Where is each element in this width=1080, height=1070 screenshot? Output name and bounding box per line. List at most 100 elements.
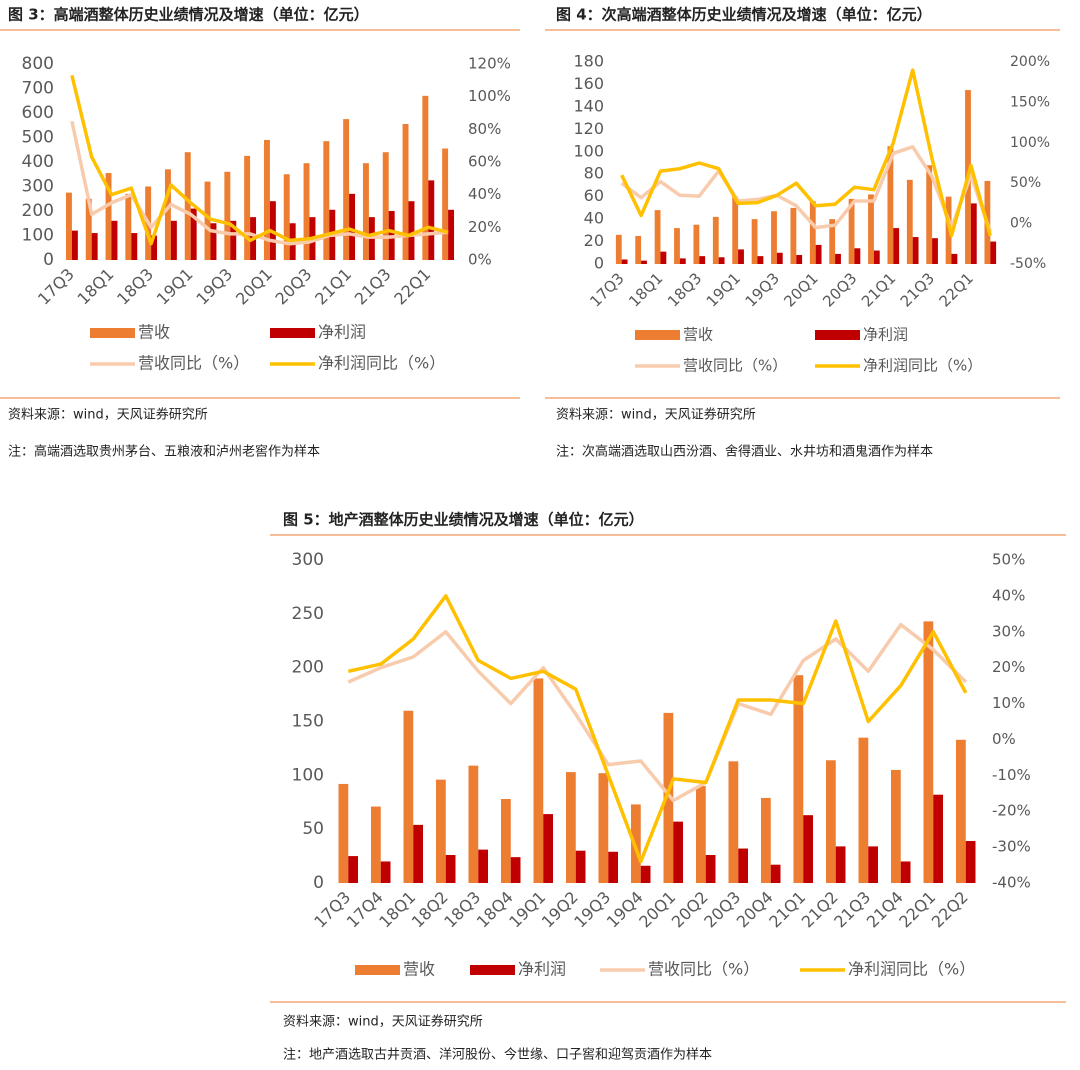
bar [501,799,511,883]
bar [933,794,943,883]
line [620,145,992,233]
bar [348,856,358,883]
legend-label: 营收 [138,323,170,342]
bar [965,841,976,883]
y-tick-label: 120 [573,119,604,138]
bar [970,203,977,264]
bar [338,783,349,883]
bar [829,219,836,264]
x-tick-label: 21Q3 [351,265,395,309]
bar [422,95,429,260]
bar [990,241,997,264]
bar [663,712,674,883]
y2-tick-label: -30% [992,838,1031,856]
bar [478,849,488,883]
bar [912,237,919,264]
y2-tick-label: 20% [468,218,501,236]
y2-tick-label: 10% [992,694,1025,712]
bar [65,192,72,260]
y2-tick-label: 100% [468,87,511,105]
bar [190,208,197,260]
legend-label: 净利润同比（%） [318,354,445,373]
bar [654,210,661,264]
bar [793,675,804,883]
legend-label: 营收 [403,960,435,979]
bar [621,259,628,264]
x-tick-label: 19Q3 [192,265,236,309]
bar [673,821,683,883]
bar [343,119,350,260]
bar [641,260,647,264]
x-tick-label: 18Q3 [664,269,705,310]
bar [854,248,861,264]
bar [445,855,456,883]
bar [428,180,435,260]
line [620,68,992,238]
x-tick-label: 17Q3 [586,269,627,310]
y-tick-label: 0 [43,250,54,270]
bar [598,773,609,883]
x-tick-label: 18Q1 [625,269,666,310]
bar [771,211,777,264]
y2-tick-label: 120% [468,55,511,73]
bar [751,219,758,264]
bar [151,235,158,260]
line [70,74,449,246]
note: 注：地产酒选取古井贡酒、洋河股份、今世缘、口子窖和迎驾贡酒作为样本 [283,1047,712,1063]
y-tick-label: 20 [584,231,604,250]
x-tick-label: 19Q3 [742,269,783,310]
chart-title: 图 3：高端酒整体历史业绩情况及增速（单位：亿元） [8,6,369,24]
bar [761,797,771,883]
bar [848,198,855,264]
bar [105,173,112,260]
x-tick-label: 21Q1 [311,265,355,309]
y-tick-label: 700 [22,79,54,99]
y2-tick-label: 80% [468,120,501,138]
bar [210,223,217,260]
x-tick-label: 22Q2 [928,888,972,932]
legend-label: 营收同比（%） [648,960,759,979]
x-tick-label: 18Q3 [440,888,484,932]
x-tick-label: 20Q1 [635,888,679,932]
y-tick-label: 100 [573,141,604,160]
bar [382,152,389,260]
bar [125,193,132,260]
bar [224,171,231,260]
y2-tick-label: -10% [992,766,1031,784]
legend-label: 营收同比（%） [683,357,787,375]
bar [718,257,725,264]
bar [608,851,618,883]
y2-tick-label: -50% [1010,256,1046,272]
x-tick-label: 17Q3 [34,265,78,309]
y-tick-label: 200 [292,658,324,678]
y-tick-label: 0 [594,254,604,273]
y-tick-label: 800 [22,54,54,74]
y-tick-label: 50 [302,819,324,839]
legend-label: 净利润 [318,323,366,342]
y2-tick-label: 200% [1010,54,1050,70]
legend-label: 净利润 [518,960,566,979]
y-tick-label: 80 [584,164,604,183]
legend-swatch [270,328,315,338]
bar [85,198,92,260]
bar [566,772,576,883]
legend-label: 净利润 [863,326,908,344]
x-tick-label: 18Q4 [473,888,517,932]
bar [776,252,783,264]
source: 资料来源：wind，天风证券研究所 [283,1014,483,1030]
legend-label: 营收 [683,326,713,344]
y-tick-label: 400 [22,152,54,172]
bar [413,824,423,883]
bar [893,228,900,264]
bar [932,238,938,264]
bar [826,760,836,883]
x-tick-label: 21Q1 [858,269,899,310]
x-tick-label: 20Q3 [272,265,316,309]
bar [873,250,880,264]
x-tick-label: 20Q4 [733,888,777,932]
bar [303,163,310,260]
y-tick-label: 600 [22,103,54,123]
bar [349,193,356,260]
bar [230,220,237,260]
y2-tick-label: 60% [468,153,501,171]
